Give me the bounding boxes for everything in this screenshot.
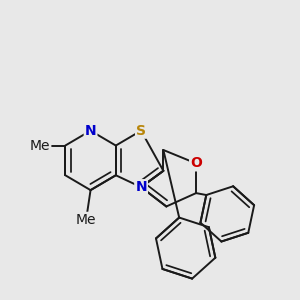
Text: S: S — [136, 124, 146, 138]
Text: N: N — [85, 124, 96, 138]
Text: N: N — [135, 180, 147, 194]
Text: Me: Me — [30, 139, 50, 152]
Text: Me: Me — [76, 213, 96, 227]
Text: O: O — [190, 156, 202, 170]
